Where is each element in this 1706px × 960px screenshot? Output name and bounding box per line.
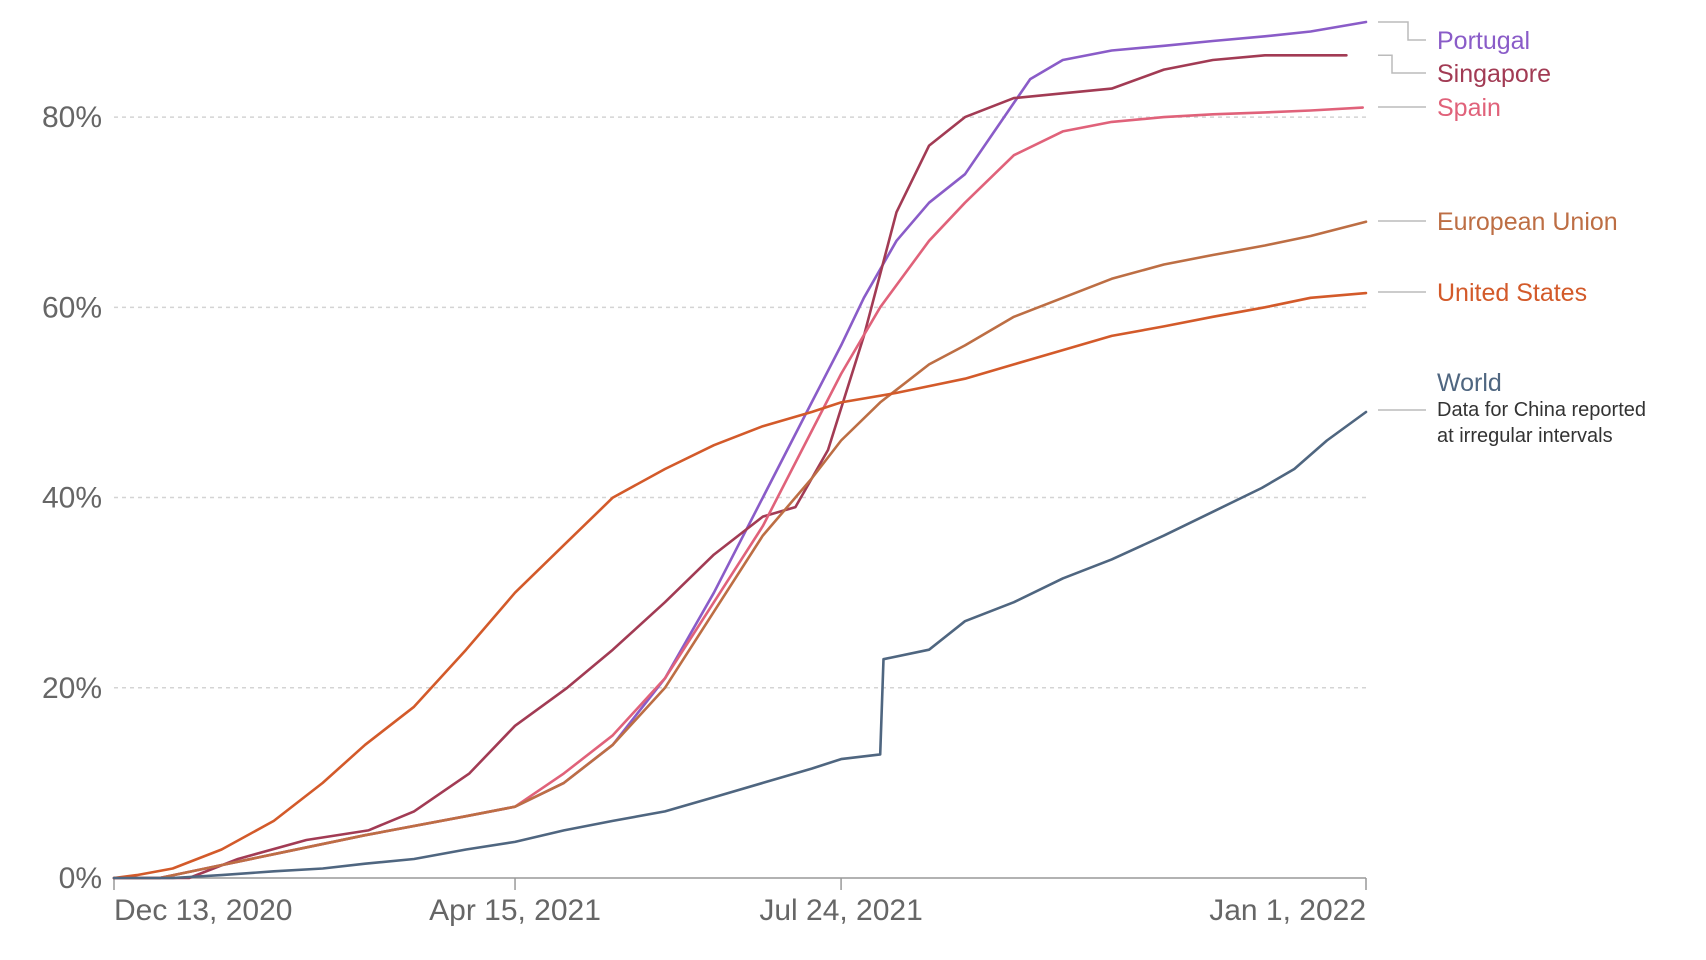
series-line-portugal (112, 20, 1368, 880)
series-end-labels: Portugal Singapore Spain European Union Unit… (1378, 21, 1646, 447)
label-connector (1378, 54, 1426, 74)
world-annotation-line: at irregular intervals (1437, 425, 1613, 447)
series-label-spain: Spain (1437, 94, 1501, 122)
y-tick-label: 60% (42, 291, 102, 324)
series-line-world (112, 410, 1368, 880)
world-annotation-line: Data for China reported (1437, 399, 1646, 421)
y-tick-label: 0% (59, 862, 102, 895)
x-tick-label: Apr 15, 2021 (429, 894, 601, 927)
series-line-singapore (112, 53, 1348, 880)
series-label-european-union: European Union (1437, 208, 1618, 236)
x-tick-label: Dec 13, 2020 (114, 894, 292, 927)
series-label-united-states: United States (1437, 279, 1587, 307)
series-label-singapore: Singapore (1437, 60, 1551, 88)
series-line-spain (112, 106, 1364, 880)
y-tick-label: 20% (42, 672, 102, 705)
y-tick-label: 80% (42, 101, 102, 134)
label-connector (1378, 21, 1426, 41)
x-tick-label: Jan 1, 2022 (1209, 894, 1366, 927)
y-tick-label: 40% (42, 482, 102, 515)
series-lines (112, 20, 1368, 880)
series-line-european-union (112, 220, 1368, 880)
x-axis: Dec 13, 2020 Apr 15, 2021 Jul 24, 2021 Jan … (113, 877, 1367, 927)
series-line-united-states (112, 291, 1368, 880)
y-axis-tick-labels: 0% 20% 40% 60% 80% (42, 101, 102, 895)
grid-lines (114, 116, 1366, 689)
series-label-portugal: Portugal (1437, 27, 1530, 55)
series-label-world: World (1437, 369, 1502, 397)
x-tick-label: Jul 24, 2021 (759, 894, 922, 927)
